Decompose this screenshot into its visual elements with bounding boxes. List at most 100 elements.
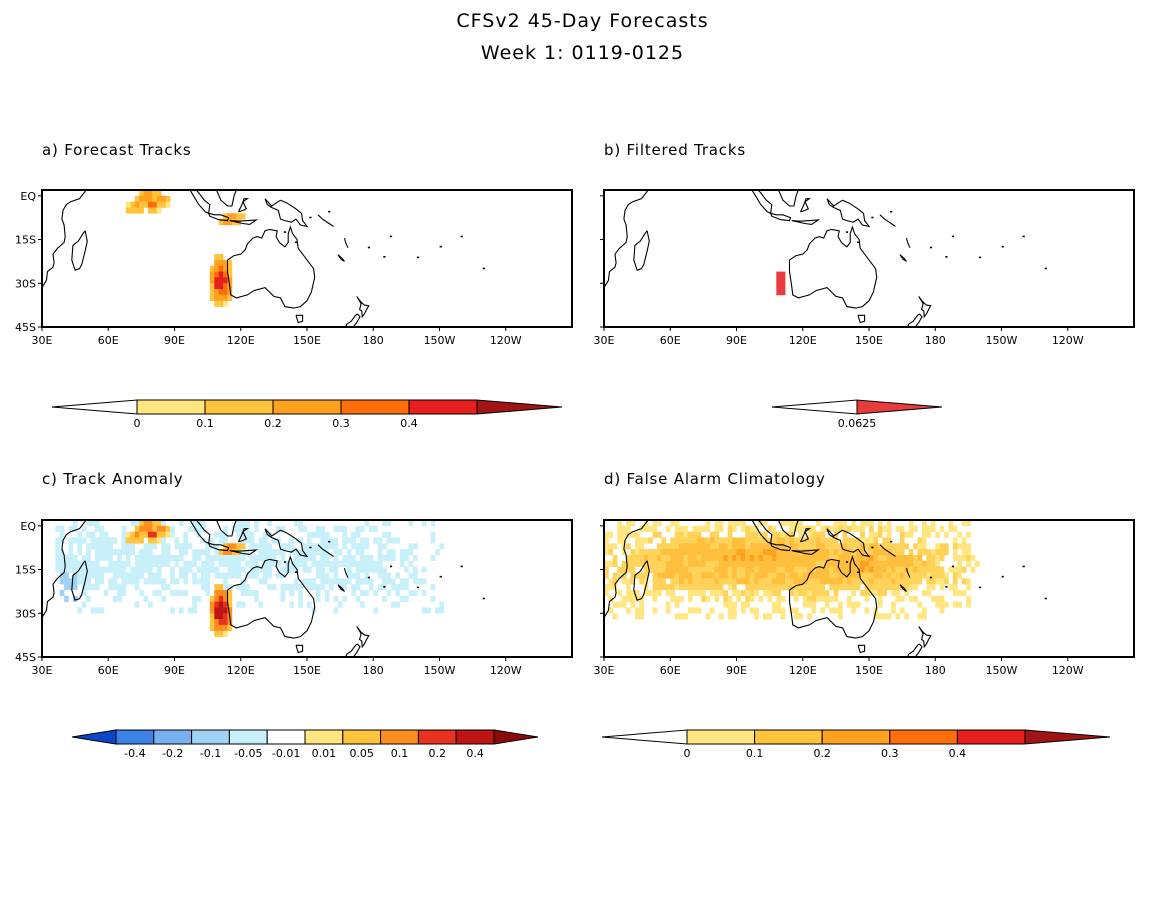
colorbar-a: 0 0.1 0.2 0.3 0.4 (51, 399, 563, 430)
colorbar-right-arrow (476, 399, 563, 415)
colorbar-box (115, 729, 155, 745)
colorbar-label: 0.0625 (838, 417, 877, 430)
map-panel-b: 30E 60E 90E 120E 150E 180 150W 120W (594, 189, 1135, 347)
colorbar-box (304, 729, 344, 745)
lon-label: 60E (98, 664, 119, 677)
coastlines-a (42, 190, 485, 327)
lon-label: 120W (1052, 664, 1084, 677)
colorbar-box (272, 399, 342, 415)
lon-label: 180 (363, 664, 384, 677)
lon-label: 60E (98, 334, 119, 347)
lat-label: EQ (20, 190, 36, 203)
map-panel-d: 30E 60E 90E 120E 150E 180 150W 120W (594, 519, 1135, 677)
lon-label: 120W (1052, 334, 1084, 347)
lon-label: 120E (789, 664, 817, 677)
colorbar-left-arrow (771, 399, 858, 415)
lon-label: 150W (424, 664, 456, 677)
lon-label: 120W (490, 334, 522, 347)
panel-c-label: c) Track Anomaly (42, 470, 184, 488)
colorbar-label: 0.3 (881, 747, 899, 760)
colorbar-label: 0 (134, 417, 141, 430)
lon-label: 120E (789, 334, 817, 347)
colorbar-left-arrow (71, 729, 117, 745)
lon-label: 150E (293, 334, 321, 347)
colorbar-label: 0.4 (949, 747, 967, 760)
colorbar-left-arrow (51, 399, 138, 415)
colorbar-label: 0.4 (400, 417, 418, 430)
colorbar-box (266, 729, 306, 745)
colorbar-label: 0.4 (466, 747, 484, 760)
lon-label: 60E (660, 334, 681, 347)
shading-b (776, 271, 786, 296)
panel-d-label: d) False Alarm Climatology (604, 470, 826, 488)
lon-label: 150W (986, 334, 1018, 347)
colorbar-right-arrow (1024, 729, 1111, 745)
panel-a-label: a) Forecast Tracks (42, 141, 192, 159)
lon-label: 90E (164, 334, 185, 347)
lon-label: 90E (726, 664, 747, 677)
lon-label: 150E (293, 664, 321, 677)
map-frame (603, 189, 1135, 328)
figure-title: CFSv2 45-Day Forecasts (456, 10, 709, 32)
lon-label: 150W (986, 664, 1018, 677)
map-frame (41, 189, 573, 328)
lon-label: 120W (490, 664, 522, 677)
lon-label: 120E (227, 664, 255, 677)
panel-b-label: b) Filtered Tracks (604, 141, 746, 159)
colorbar-label: 0.1 (391, 747, 409, 760)
lat-label: 45S (15, 651, 36, 664)
map-panel-a: 30E 60E 90E 120E 150E 180 150W 120W EQ 15S 30S 45S (15, 189, 573, 347)
colorbar-left-arrow (601, 729, 688, 745)
colorbar-label: 0.3 (332, 417, 350, 430)
colorbar-label: 0.2 (429, 747, 447, 760)
colorbar-box (153, 729, 193, 745)
lon-label: 30E (594, 334, 615, 347)
colorbar-box (417, 729, 457, 745)
lon-label: 30E (32, 664, 53, 677)
colorbar-label: 0.2 (264, 417, 282, 430)
map-panel-c: 30E 60E 90E 120E 150E 180 150W 120W EQ 15S 30S 45S (15, 519, 573, 677)
colorbar-right-arrow (856, 399, 943, 415)
colorbar-label: 0.2 (813, 747, 831, 760)
colorbar-label: 0.1 (746, 747, 764, 760)
colorbar-box (204, 399, 274, 415)
colorbar-label: 0.05 (349, 747, 374, 760)
colorbar-label: 0.01 (312, 747, 337, 760)
colorbar-label: -0.1 (200, 747, 221, 760)
colorbar-box (191, 729, 230, 745)
coastlines-b (604, 190, 1047, 327)
lon-label: 120E (227, 334, 255, 347)
colorbar-label: -0.4 (124, 747, 145, 760)
colorbar-d: 0 0.1 0.2 0.3 0.4 (601, 729, 1111, 760)
colorbar-box (821, 729, 891, 745)
lon-label: 30E (32, 334, 53, 347)
colorbar-label: -0.05 (234, 747, 262, 760)
colorbar-box (455, 729, 495, 745)
colorbar-box (228, 729, 268, 745)
colorbar-box (340, 399, 410, 415)
lat-label: EQ (20, 520, 36, 533)
colorbar-label: 0.1 (196, 417, 214, 430)
figure-subtitle: Week 1: 0119-0125 (480, 42, 685, 64)
lon-label: 90E (164, 664, 185, 677)
lat-label: 45S (15, 321, 36, 334)
lat-label: 30S (15, 607, 36, 620)
lon-label: 30E (594, 664, 615, 677)
lon-label: 180 (363, 334, 384, 347)
lon-label: 180 (925, 664, 946, 677)
lon-label: 150E (855, 334, 883, 347)
lon-label: 150E (855, 664, 883, 677)
colorbar-box (408, 399, 478, 415)
colorbar-box (342, 729, 382, 745)
colorbar-box (380, 729, 419, 745)
colorbar-box (956, 729, 1026, 745)
colorbar-label: -0.2 (162, 747, 183, 760)
colorbar-box (754, 729, 823, 745)
lat-label: 15S (15, 564, 36, 577)
lat-label: 30S (15, 277, 36, 290)
colorbar-box (889, 729, 958, 745)
colorbar-box (686, 729, 756, 745)
lon-label: 150W (424, 334, 456, 347)
colorbar-right-arrow (493, 729, 539, 745)
